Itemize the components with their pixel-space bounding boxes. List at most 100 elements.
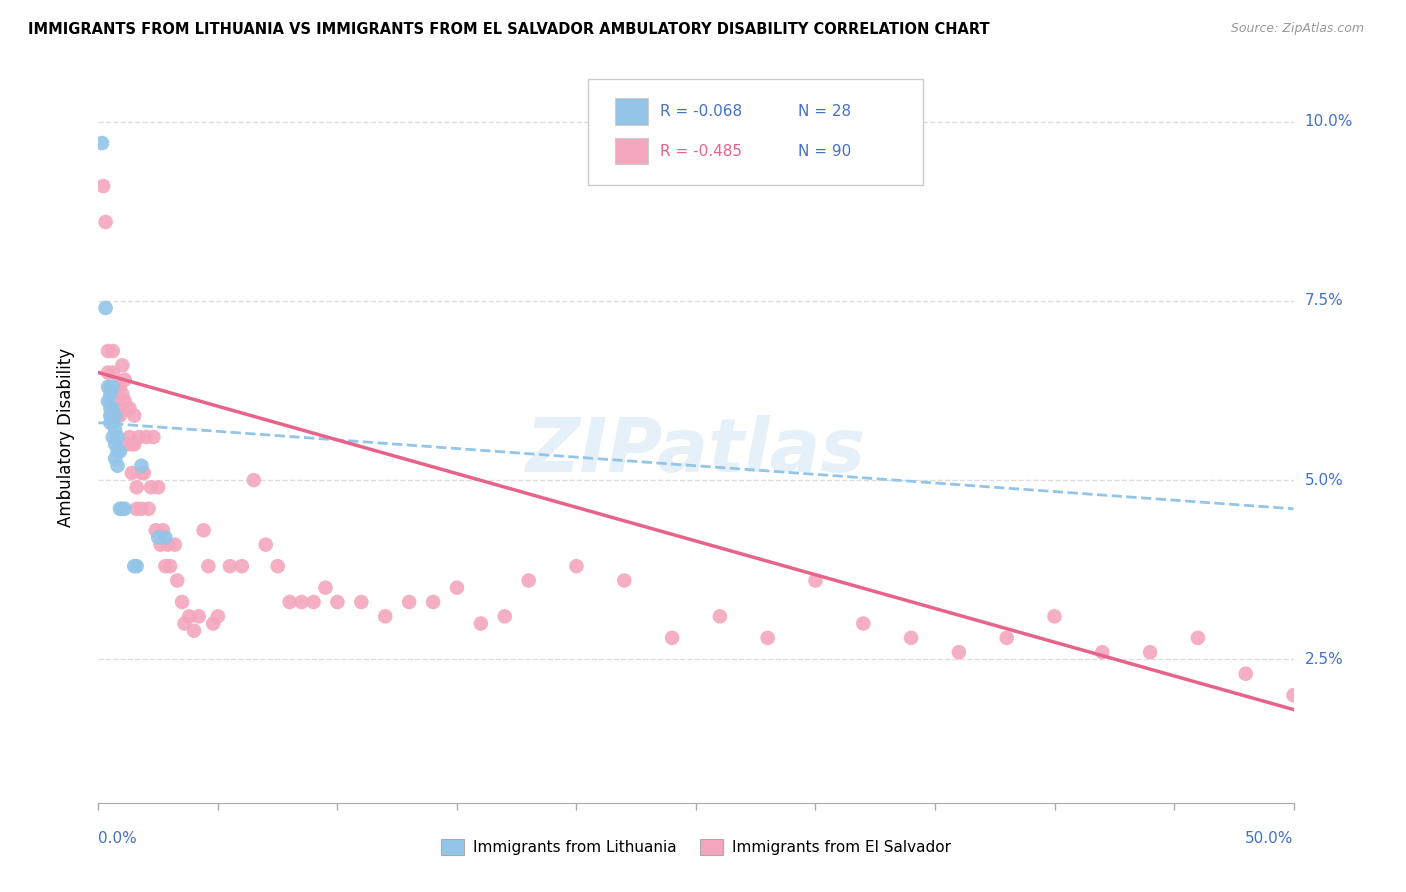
Point [124,409,146,423]
Point [108,380,131,394]
Point [108,409,131,423]
Point [183,624,205,638]
Point [173,616,195,631]
Text: ZIPatlas: ZIPatlas [526,415,866,488]
Point [98,401,122,416]
Point [118,401,141,416]
Point [101,344,124,359]
Point [104,394,127,409]
Point [111,501,134,516]
Point [131,501,153,516]
Point [1091,645,1114,659]
Point [267,559,290,574]
Point [97,380,120,394]
Point [179,609,201,624]
Point [152,524,174,538]
Point [111,387,134,401]
Point [135,430,157,444]
Point [1282,688,1305,702]
Point [131,466,153,480]
Point [94,301,117,315]
Point [149,538,172,552]
Point [219,559,242,574]
Point [131,458,153,473]
Point [121,437,143,451]
Point [97,394,120,409]
Point [101,380,124,394]
Point [302,595,325,609]
Point [446,581,468,595]
Text: 50.0%: 50.0% [1246,830,1294,846]
Point [470,616,492,631]
Point [1187,631,1209,645]
Point [243,473,266,487]
Text: 10.0%: 10.0% [1305,114,1353,129]
FancyBboxPatch shape [614,98,648,125]
Point [374,609,396,624]
Point [422,595,444,609]
Point [163,538,186,552]
Point [101,416,124,430]
Point [207,609,229,624]
Point [900,631,922,645]
Point [97,366,120,380]
Point [254,538,277,552]
Point [98,409,122,423]
Point [995,631,1018,645]
Point [104,409,127,423]
Point [94,215,117,229]
Point [98,387,122,401]
Point [142,430,165,444]
Point [172,595,194,609]
Point [315,581,337,595]
Point [104,437,127,451]
Point [613,574,636,588]
Point [108,501,131,516]
Point [132,466,155,480]
Point [125,559,148,574]
Point [139,480,162,494]
Y-axis label: Ambulatory Disability: Ambulatory Disability [56,348,75,526]
Point [107,444,129,458]
Point [101,401,124,416]
Point [756,631,779,645]
Point [398,595,420,609]
Point [121,466,143,480]
Point [91,179,114,194]
Point [98,380,122,394]
Point [193,524,215,538]
Point [517,574,540,588]
Text: R = -0.068: R = -0.068 [661,104,742,120]
Point [91,136,114,150]
Point [104,409,127,423]
Text: IMMIGRANTS FROM LITHUANIA VS IMMIGRANTS FROM EL SALVADOR AMBULATORY DISABILITY C: IMMIGRANTS FROM LITHUANIA VS IMMIGRANTS … [28,22,990,37]
Point [197,559,219,574]
Point [101,366,124,380]
Point [202,616,225,631]
FancyBboxPatch shape [589,78,922,185]
Text: 7.5%: 7.5% [1305,293,1343,309]
Point [104,380,127,394]
Point [114,501,136,516]
Point [661,631,683,645]
Point [98,409,122,423]
Point [111,359,134,373]
Point [326,595,349,609]
Point [166,574,188,588]
Point [107,409,129,423]
Point [709,609,731,624]
Point [114,394,136,409]
Point [155,559,177,574]
Point [115,437,138,451]
Point [350,595,373,609]
Point [1043,609,1066,624]
Point [852,616,875,631]
Point [187,609,209,624]
FancyBboxPatch shape [614,138,648,164]
Point [97,344,120,359]
Legend: Immigrants from Lithuania, Immigrants from El Salvador: Immigrants from Lithuania, Immigrants fr… [434,833,957,861]
Point [148,480,170,494]
Point [145,524,167,538]
Point [114,373,136,387]
Point [107,380,129,394]
